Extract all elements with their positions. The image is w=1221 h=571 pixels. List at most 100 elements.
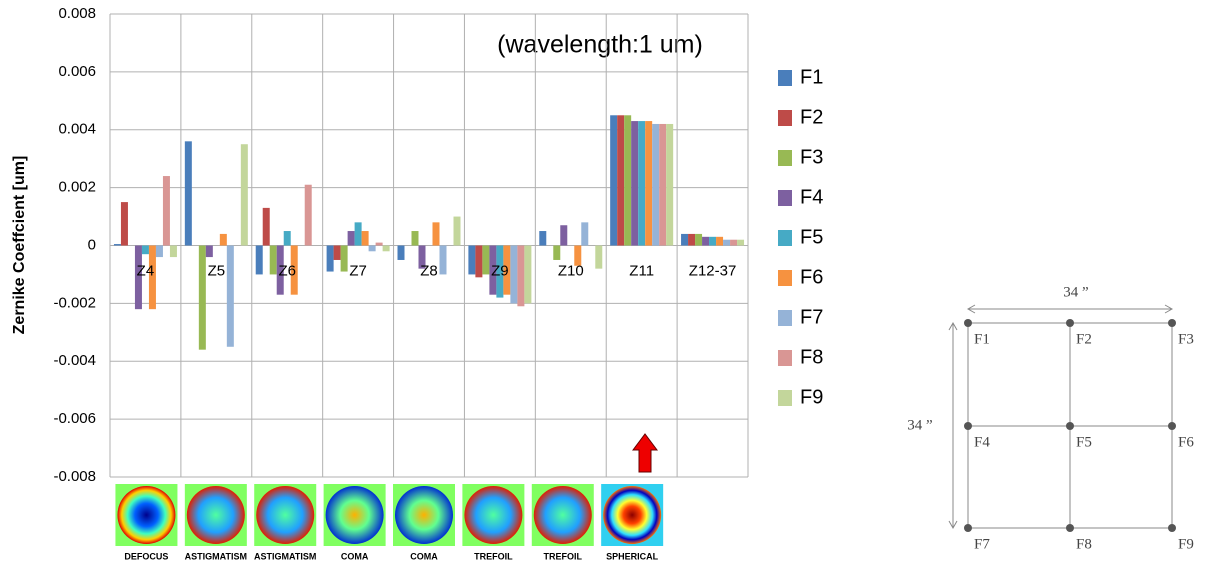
grid-point — [1168, 422, 1176, 430]
page: (wavelength:1 um) Zernike Coeffcient [um… — [0, 0, 1221, 571]
legend-label: F3 — [800, 146, 823, 168]
grid-point — [1066, 319, 1074, 327]
y-tick-label: 0.008 — [58, 5, 96, 22]
bar — [702, 237, 709, 246]
bar — [185, 141, 192, 245]
bar — [517, 246, 524, 307]
legend-swatch — [778, 270, 792, 286]
bar — [688, 234, 695, 246]
legend-label: F8 — [800, 346, 823, 368]
bar — [376, 243, 383, 246]
x-tick-label: Z9 — [491, 262, 509, 279]
bar — [114, 244, 121, 245]
bar — [553, 246, 560, 260]
bar — [560, 225, 567, 245]
bar — [482, 246, 489, 275]
bar — [737, 240, 744, 246]
bar — [305, 185, 312, 246]
legend-label: F5 — [800, 226, 823, 248]
bar — [220, 234, 227, 246]
mode-image — [256, 486, 314, 544]
y-tick-label: -0.002 — [53, 294, 96, 311]
bar — [475, 246, 482, 278]
bar — [723, 240, 730, 246]
y-tick-label: -0.008 — [53, 468, 96, 485]
bar — [539, 231, 546, 245]
bar — [695, 234, 702, 246]
bar — [270, 246, 277, 275]
grid-point — [964, 422, 972, 430]
legend-swatch — [778, 70, 792, 86]
bar — [327, 246, 334, 272]
grid-point — [1168, 524, 1176, 532]
legend-swatch — [778, 390, 792, 406]
height-label: 34 ” — [907, 417, 932, 433]
bar — [624, 115, 631, 245]
legend-swatch — [778, 350, 792, 366]
mode-label: ASTIGMATISM — [185, 551, 247, 561]
point-label: F7 — [974, 536, 990, 552]
bar — [341, 246, 348, 272]
mode-label: ASTIGMATISM — [254, 551, 316, 561]
bar — [681, 234, 688, 246]
bar — [170, 246, 177, 258]
grid-point — [964, 319, 972, 327]
legend-label: F4 — [800, 186, 823, 208]
width-label: 34 ” — [1063, 284, 1088, 300]
mode-label: SPHERICAL — [606, 551, 659, 561]
bar — [666, 124, 673, 246]
x-tick-label: Z12-37 — [689, 262, 737, 279]
bar — [454, 217, 461, 246]
mode-image — [534, 486, 592, 544]
mode-image — [187, 486, 245, 544]
mode-label: COMA — [341, 551, 369, 561]
bar — [631, 121, 638, 245]
annotation: (wavelength:1 um) — [497, 31, 703, 59]
grid-point — [964, 524, 972, 532]
bar — [241, 144, 248, 245]
x-tick-label: Z10 — [558, 262, 584, 279]
bar — [709, 237, 716, 246]
legend-label: F1 — [800, 66, 823, 88]
bar — [369, 246, 376, 252]
mode-label: TREFOIL — [544, 551, 583, 561]
bar — [652, 124, 659, 246]
mode-image — [326, 486, 384, 544]
y-tick-label: -0.006 — [53, 410, 96, 427]
point-label: F2 — [1076, 331, 1092, 347]
mode-label: TREFOIL — [474, 551, 513, 561]
legend-swatch — [778, 150, 792, 166]
grid-point — [1066, 524, 1074, 532]
point-label: F5 — [1076, 434, 1092, 450]
y-tick-label: 0.004 — [58, 121, 96, 138]
mode-label: COMA — [410, 551, 438, 561]
bar — [716, 237, 723, 246]
point-label: F6 — [1178, 434, 1194, 450]
bar — [199, 246, 206, 350]
x-tick-label: Z6 — [278, 262, 296, 279]
x-tick-label: Z7 — [349, 262, 367, 279]
bar — [362, 231, 369, 245]
grid-point — [1066, 422, 1074, 430]
bar — [256, 246, 263, 275]
point-label: F3 — [1178, 331, 1194, 347]
point-label: F9 — [1178, 536, 1194, 552]
bar — [610, 115, 617, 245]
mode-image — [464, 486, 522, 544]
bar — [440, 246, 447, 275]
y-tick-label: 0 — [88, 236, 96, 253]
legend-label: F7 — [800, 306, 823, 328]
bar — [645, 121, 652, 245]
bar — [617, 115, 624, 245]
bar — [163, 176, 170, 245]
bar — [638, 121, 645, 245]
bar — [581, 222, 588, 245]
arrow-icon — [633, 434, 657, 472]
bar — [334, 246, 341, 260]
legend-label: F6 — [800, 266, 823, 288]
bar — [284, 231, 291, 245]
bar — [383, 246, 390, 252]
bar — [348, 231, 355, 245]
bar — [156, 246, 163, 258]
y-tick-label: 0.006 — [58, 63, 96, 80]
